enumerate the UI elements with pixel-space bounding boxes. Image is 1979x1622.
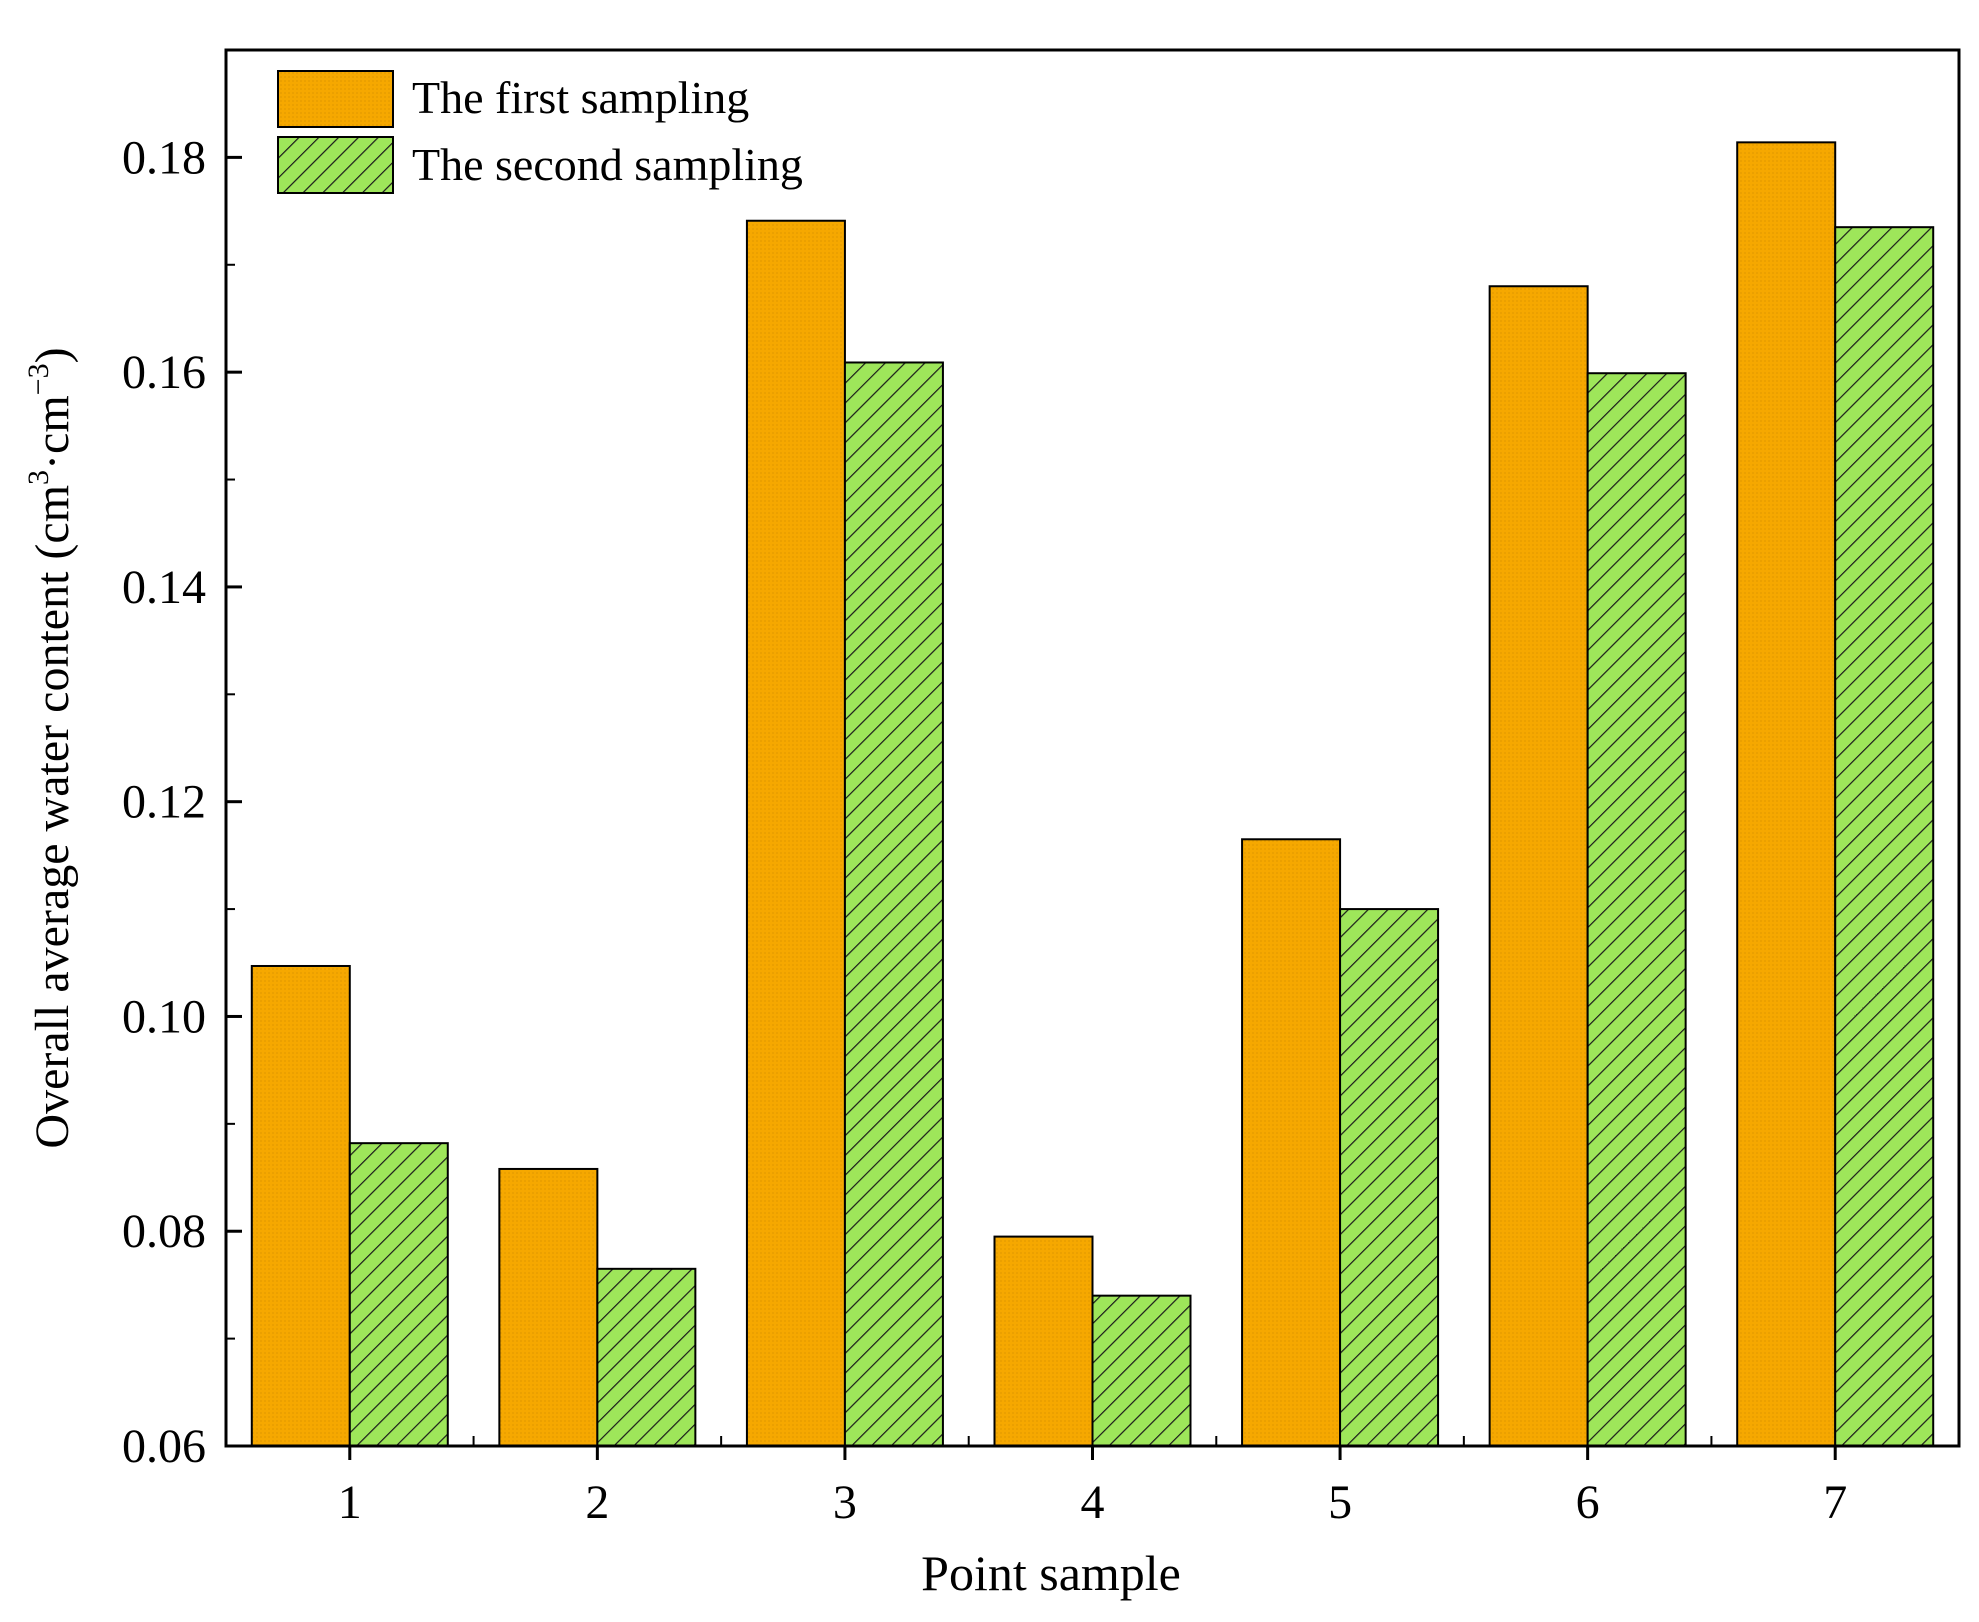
legend-swatch-second	[277, 136, 394, 194]
bar-series1-point6	[1488, 285, 1589, 1448]
bar-series1-point3	[745, 219, 846, 1447]
x-tick-label: 6	[1576, 1476, 1600, 1529]
bar-series2-point3	[843, 361, 944, 1447]
bar-series1-point5	[1241, 838, 1342, 1447]
x-tick-label: 3	[833, 1476, 857, 1529]
y-tick-label: 0.12	[122, 776, 206, 829]
x-axis-label: Point sample	[921, 1545, 1181, 1601]
y-axis: 0.06 0.08 0.10 0.12 0.14 0.16 0.18	[122, 131, 242, 1473]
y-tick-label: 0.06	[122, 1420, 206, 1473]
x-tick-label: 4	[1081, 1476, 1105, 1529]
y-axis-label: Overall average water content (cm3·cm−3)	[22, 347, 79, 1148]
bar-series1-point4	[993, 1235, 1094, 1447]
legend-swatch-first	[277, 70, 394, 128]
legend-label-first: The first sampling	[412, 72, 749, 123]
bar-series2-point5	[1339, 908, 1440, 1447]
y-tick-label: 0.16	[122, 346, 206, 399]
legend-label-second: The second sampling	[412, 139, 803, 190]
bar-series2-point4	[1091, 1294, 1192, 1447]
bar-series1-point7	[1736, 141, 1837, 1447]
y-tick-label: 0.18	[122, 131, 206, 184]
bar-series2-point7	[1834, 226, 1935, 1448]
bar-series2-point1	[348, 1142, 449, 1448]
x-axis: 1 2 3 4 5 6 7	[338, 1436, 1847, 1529]
bar-series1-point2	[498, 1167, 599, 1447]
y-tick-label: 0.08	[122, 1205, 206, 1258]
x-tick-label: 7	[1823, 1476, 1847, 1529]
bar-series1-point1	[250, 964, 351, 1447]
bar-series2-point2	[596, 1267, 697, 1448]
x-tick-label: 5	[1328, 1476, 1352, 1529]
x-tick-label: 1	[338, 1476, 362, 1529]
bar-series2-point6	[1586, 372, 1687, 1448]
x-tick-label: 2	[585, 1476, 609, 1529]
y-tick-label: 0.14	[122, 561, 206, 614]
legend: The first sampling The second sampling	[277, 70, 803, 194]
bars-group	[250, 141, 1935, 1448]
y-tick-label: 0.10	[122, 990, 206, 1043]
